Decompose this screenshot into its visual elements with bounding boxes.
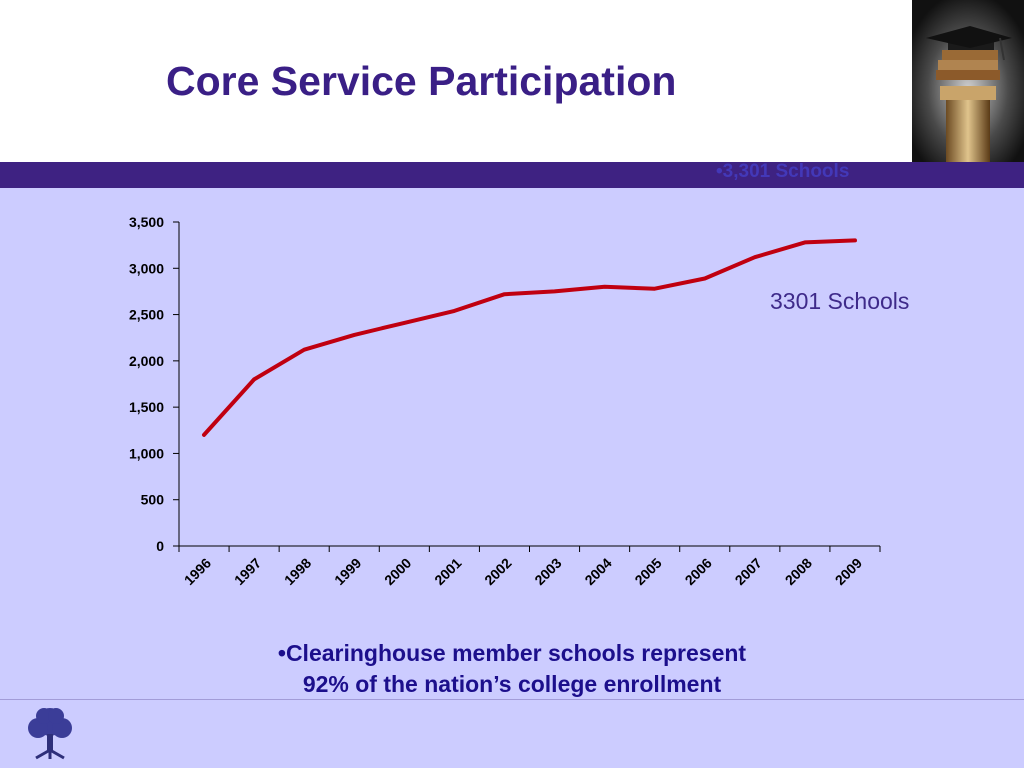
- y-tick-label: 3,000: [129, 260, 164, 276]
- x-tick-label: 2005: [631, 555, 664, 588]
- data-point: [803, 240, 807, 244]
- x-tick-label: 2008: [782, 555, 815, 588]
- x-tick-label: 2009: [832, 555, 865, 588]
- y-tick-label: 500: [141, 492, 165, 508]
- y-tick-label: 2,500: [129, 307, 164, 323]
- chart-annotation: 3301 Schools: [770, 288, 910, 314]
- data-point: [452, 309, 456, 313]
- data-point: [753, 255, 757, 259]
- header-band: [0, 162, 1024, 188]
- data-point: [653, 287, 657, 291]
- x-tick-label: 2001: [431, 555, 464, 588]
- data-point: [402, 321, 406, 325]
- y-tick-label: 0: [156, 538, 164, 554]
- y-tick-label: 2,000: [129, 353, 164, 369]
- x-tick-label: 2002: [481, 555, 514, 588]
- x-tick-label: 1996: [181, 555, 214, 588]
- slide-header: Core Service Participation: [0, 0, 1024, 162]
- y-tick-label: 1,000: [129, 445, 164, 461]
- slide-title: Core Service Participation: [166, 58, 677, 104]
- x-tick-label: 1998: [281, 555, 314, 588]
- data-point: [553, 289, 557, 293]
- data-point: [502, 292, 506, 296]
- x-tick-label: 2007: [732, 555, 765, 588]
- bullet-line-1: •Clearinghouse member schools represent: [277, 640, 747, 666]
- data-point: [302, 348, 306, 352]
- bullet-line-2: 92% of the nation’s college enrollment: [302, 671, 722, 697]
- data-point: [603, 285, 607, 289]
- x-tick-label: 1997: [231, 555, 264, 588]
- x-tick-label: 1999: [331, 555, 364, 588]
- y-tick-label: 1,500: [129, 399, 164, 415]
- footer-divider: [0, 699, 1024, 700]
- x-tick-label: 2003: [531, 555, 564, 588]
- data-point: [703, 276, 707, 280]
- data-point: [252, 377, 256, 381]
- x-tick-label: 2000: [381, 555, 414, 588]
- x-tick-label: 2004: [581, 555, 614, 588]
- series-line: [202, 238, 857, 437]
- data-point: [352, 333, 356, 337]
- y-tick-label: 3,500: [129, 214, 164, 230]
- x-tick-label: 2006: [682, 555, 715, 588]
- line-chart: 0 500 1,000 1,500 2,000 2,500 3,000 3,500 1996 19…: [129, 214, 881, 588]
- bullet-text: •Clearinghouse member schools represent …: [190, 638, 834, 700]
- data-point: [202, 433, 206, 437]
- band-schools-text: •3,301 Schools: [716, 161, 850, 182]
- data-point: [853, 238, 857, 242]
- graduation-cap-column-image: [912, 0, 1024, 162]
- tree-logo-icon: [28, 708, 72, 760]
